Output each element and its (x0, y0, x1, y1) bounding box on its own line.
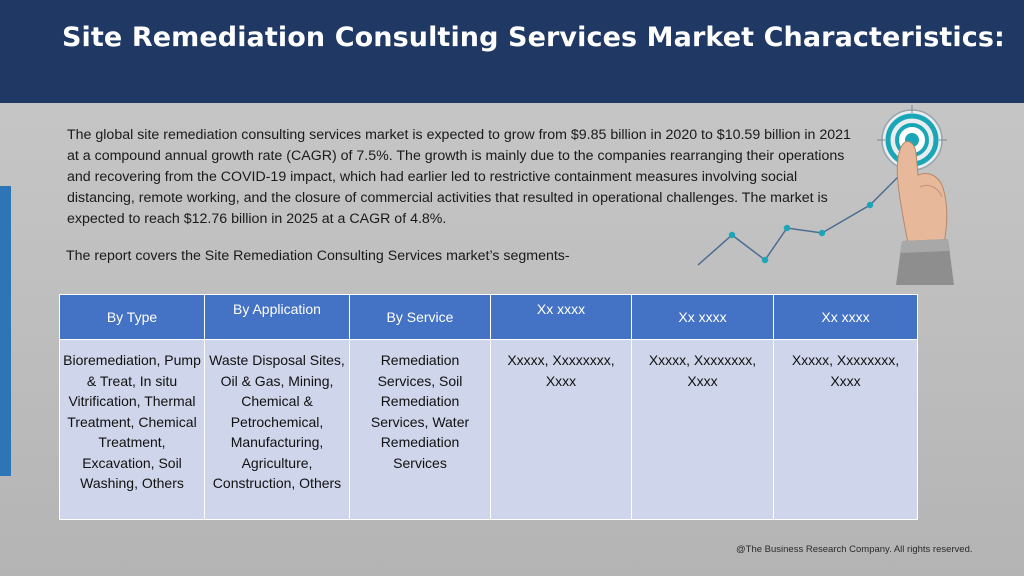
header-placeholder-2: Xx xxxx (631, 294, 774, 340)
table-row: Bioremediation, Pump & Treat, In situ Vi… (59, 339, 918, 520)
header-banner: Site Remediation Consulting Services Mar… (0, 0, 1024, 103)
table-header-row: By Type By Application By Service Xx xxx… (59, 294, 918, 340)
header-placeholder-1: Xx xxxx (490, 294, 632, 340)
segments-table: By Type By Application By Service Xx xxx… (59, 294, 918, 520)
cell-placeholder-3: Xxxxx, Xxxxxxxx, Xxxx (773, 339, 918, 520)
target-touch-graphic (697, 105, 954, 285)
page-title: Site Remediation Consulting Services Mar… (62, 22, 1005, 53)
cell-by-type: Bioremediation, Pump & Treat, In situ Vi… (59, 339, 205, 520)
header-by-application: By Application (204, 294, 350, 340)
cell-placeholder-1: Xxxxx, Xxxxxxxx, Xxxx (490, 339, 632, 520)
cell-placeholder-2: Xxxxx, Xxxxxxxx, Xxxx (631, 339, 774, 520)
accent-bar (0, 186, 11, 476)
segments-intro: The report covers the Site Remediation C… (66, 248, 570, 264)
market-summary-paragraph: The global site remediation consulting s… (67, 127, 851, 227)
header-placeholder-3: Xx xxxx (773, 294, 918, 340)
cell-by-service: Remediation Services, Soil Remediation S… (349, 339, 491, 520)
copyright-footer: @The Business Research Company. All righ… (736, 544, 973, 555)
cell-by-application: Waste Disposal Sites, Oil & Gas, Mining,… (204, 339, 350, 520)
header-by-type: By Type (59, 294, 205, 340)
header-by-service: By Service (349, 294, 491, 340)
